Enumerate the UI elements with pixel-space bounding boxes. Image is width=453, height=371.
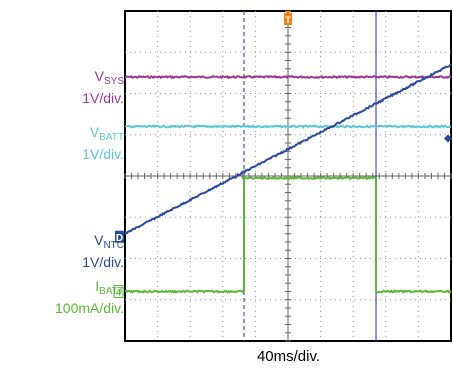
trace-ibatt	[124, 175, 452, 294]
right-edge-marker	[444, 134, 452, 143]
vbatt-sub: BATT	[99, 132, 124, 143]
grid	[124, 10, 452, 342]
ibatt-channel-marker	[113, 285, 124, 298]
ibatt-name: I	[95, 278, 100, 294]
label-vntc: VNTC 1V/div.	[82, 232, 124, 271]
vntc-name: V	[94, 232, 104, 248]
vbatt-scale: 1V/div.	[82, 146, 124, 162]
vntc-sub: NTC	[103, 240, 124, 251]
trace-vsys	[124, 74, 452, 80]
ibatt-scale: 100mA/div.	[55, 300, 124, 316]
vntc-channel-marker-text: D	[116, 233, 123, 244]
label-vbatt: VBATT 1V/div.	[82, 124, 124, 163]
trigger-marker	[284, 13, 292, 25]
trigger-marker-text: T	[285, 15, 291, 25]
vsys-scale: 1V/div.	[82, 90, 124, 106]
vntc-channel-marker	[115, 230, 124, 243]
traces	[124, 63, 452, 294]
trigger-arrow	[285, 11, 291, 15]
trace-markers: D 4 T	[113, 11, 452, 298]
vbatt-name: V	[89, 124, 100, 140]
ibatt-sub: BATT	[99, 286, 124, 297]
vsys-name: V	[94, 68, 104, 84]
time-scale-label: 40ms/div.	[256, 348, 321, 365]
vsys-sub: SYS	[103, 76, 124, 87]
ibatt-channel-marker-text: 4	[116, 288, 121, 298]
trace-vntc	[124, 63, 452, 235]
label-vsys: VSYS 1V/div.	[82, 68, 124, 107]
trace-vbatt	[124, 124, 452, 129]
vntc-scale: 1V/div.	[82, 254, 124, 270]
label-ibatt: IBATT 100mA/div.	[55, 278, 124, 317]
